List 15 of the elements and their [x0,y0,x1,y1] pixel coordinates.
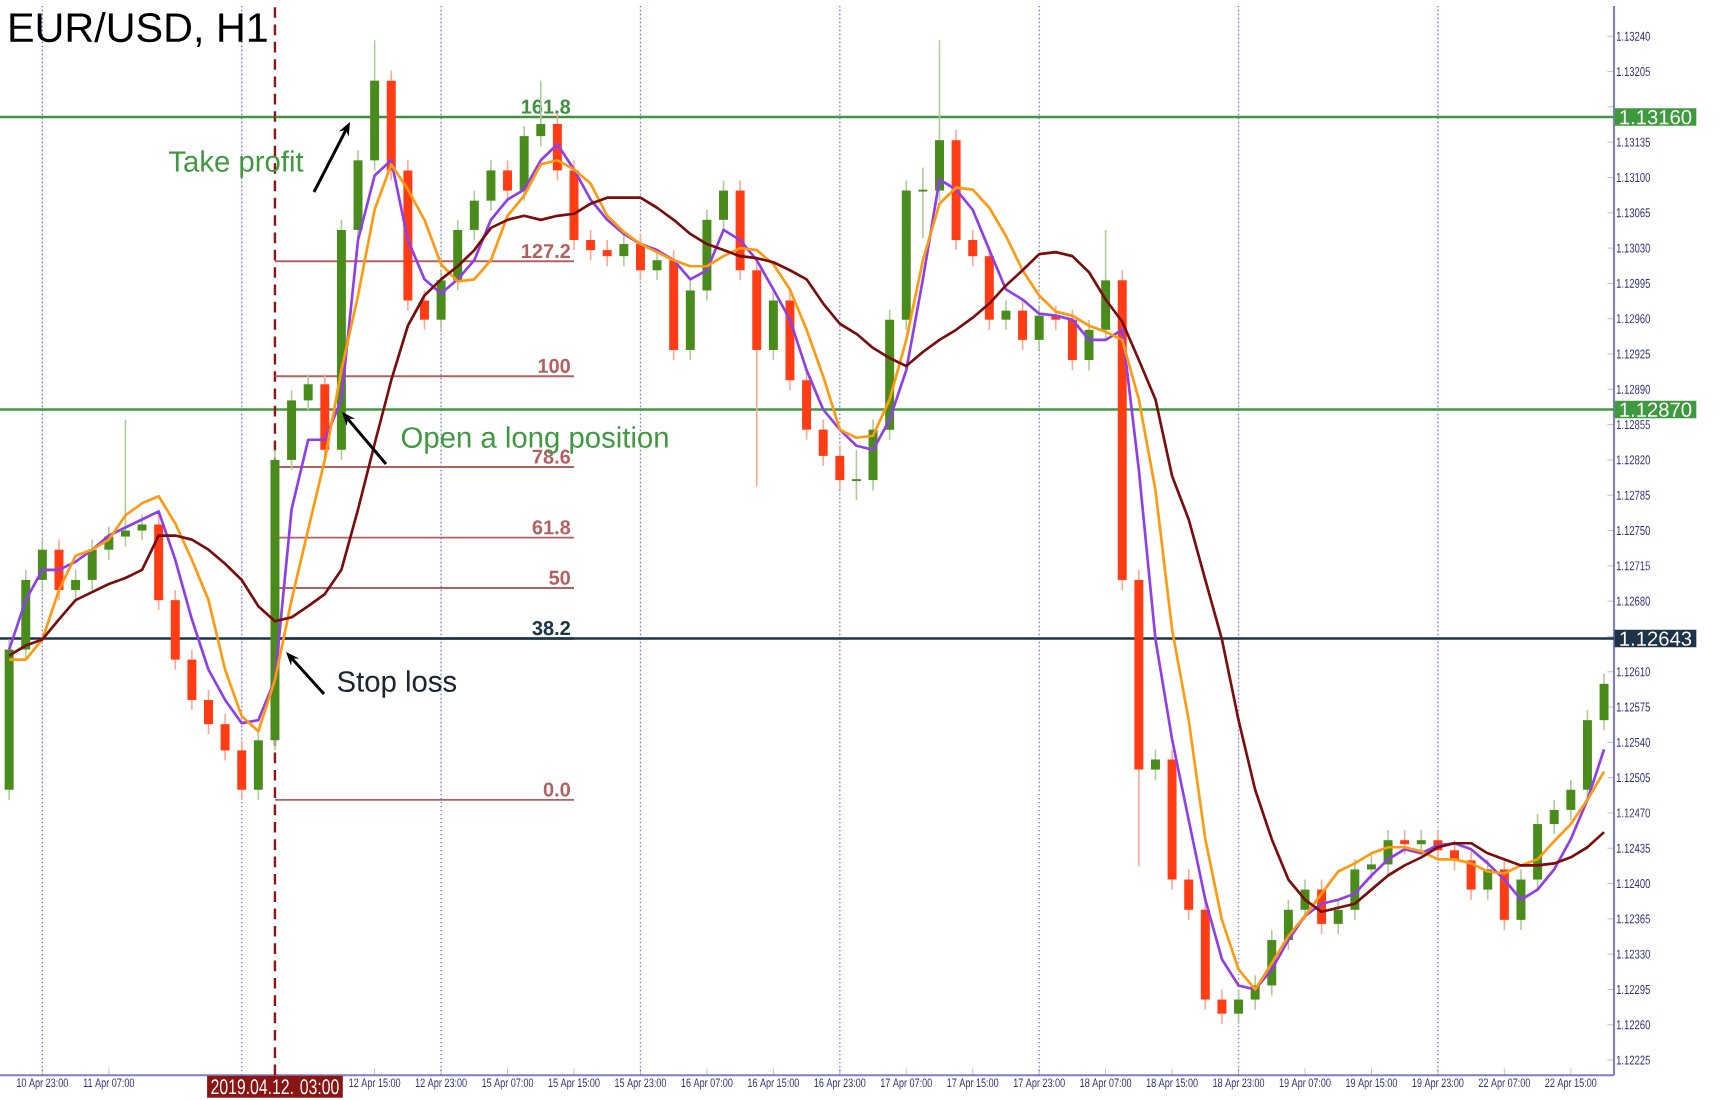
series-label: 61.8 [532,520,571,535]
series-label: 127.2 [522,244,570,258]
chart-title: EUR/USD, H1 [10,11,267,48]
ref-line-label: 1.13160 [1620,109,1692,125]
annotation: Stop loss [337,670,457,698]
annotation: Take profit [169,150,304,178]
ref-line-label: 1.12870 [1620,402,1692,417]
series-label: 50 [549,570,570,585]
x-tick-label: 2019.04.12. 03:00 [211,1079,339,1095]
series-label: 100 [538,358,570,374]
ref-line-label: 1.12643 [1620,631,1692,646]
series-label: 38.2 [532,621,570,636]
series-label: 78.6 [532,449,571,464]
series-label: 0.0 [543,782,570,797]
series-label: 161.8 [522,99,571,114]
